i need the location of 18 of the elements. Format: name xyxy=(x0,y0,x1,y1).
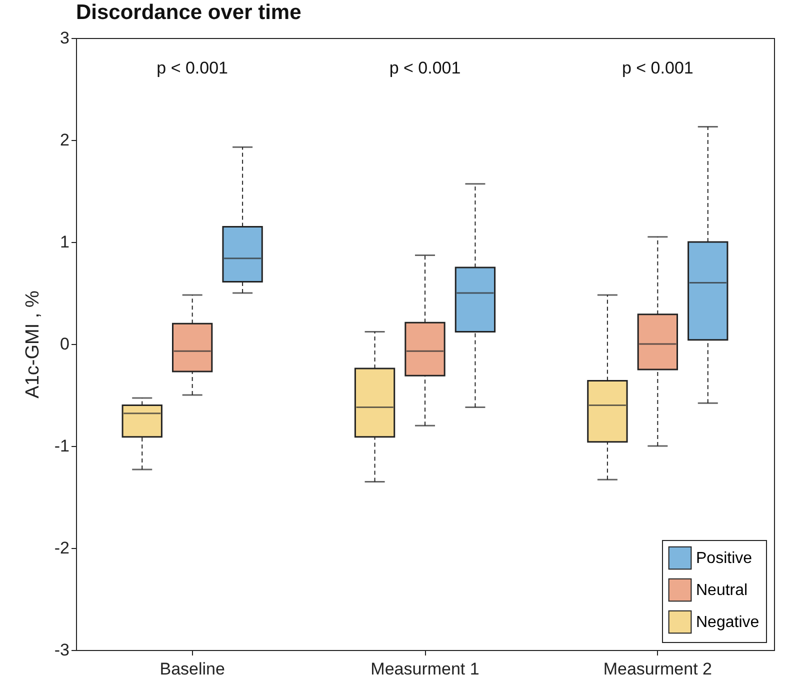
annotation: p < 0.001 xyxy=(622,58,694,78)
legend-label: Negative xyxy=(696,614,760,631)
y-tick-label: 3 xyxy=(60,28,70,48)
annotation: p < 0.001 xyxy=(156,58,228,78)
y-tick-label: 0 xyxy=(60,334,70,354)
y-axis-title: A1c-GMI , % xyxy=(22,290,44,398)
y-tick-label: 1 xyxy=(60,232,70,252)
legend-label: Neutral xyxy=(696,582,748,599)
annotation: p < 0.001 xyxy=(389,58,461,78)
y-tick-label: -2 xyxy=(54,538,70,558)
y-tick-label: -3 xyxy=(54,640,70,660)
x-tick-label: Measurment 2 xyxy=(603,660,712,678)
y-tick-label: 2 xyxy=(60,130,70,150)
x-tick-label: Measurment 1 xyxy=(370,660,480,678)
x-tick-label: Baseline xyxy=(160,660,225,678)
legend-label: Positive xyxy=(696,550,752,567)
y-tick-label: -1 xyxy=(54,436,70,456)
chart-title: Discordance over time xyxy=(76,1,302,24)
